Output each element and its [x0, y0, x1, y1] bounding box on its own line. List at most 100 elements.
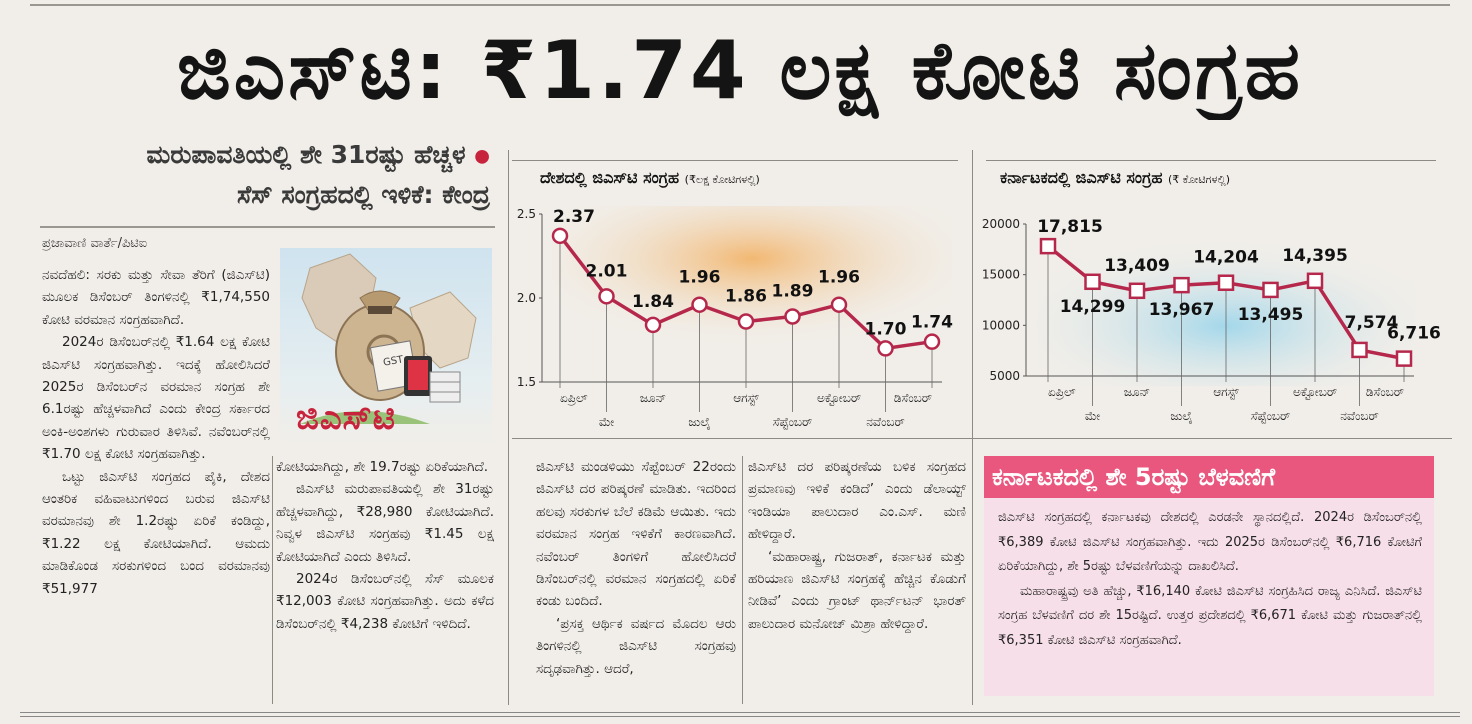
bottom-rule [20, 712, 1460, 717]
subheadline-line2: ಸೆಸ್ ಸಂಗ್ರಹದಲ್ಲಿ ಇಳಿಕೆ: ಕೇಂದ್ರ [237, 180, 490, 209]
data-point [598, 288, 615, 305]
data-label: 1.86 [725, 287, 767, 307]
paragraph: ಮಹಾರಾಷ್ಟ್ರವು ಅತಿ ಹೆಚ್ಚು, ₹16,140 ಕೋಟಿ ಜಿ… [998, 583, 1422, 648]
article-column-1: ನವದೆಹಲಿ: ಸರಕು ಮತ್ತು ಸೇವಾ ತೆರಿಗೆ (ಜಿಎಸ್‌ಟ… [42, 264, 270, 600]
data-point [1128, 282, 1146, 300]
subheadline-line1: ಮರುಪಾವತಿಯಲ್ಲಿ ಶೇ 31ರಷ್ಟು ಹೆಚ್ಚಳ ● [146, 140, 490, 169]
money-bag-icon: GST [300, 253, 477, 424]
data-point [784, 308, 801, 325]
x-tick-label: ಮೇ [1085, 409, 1101, 423]
y-tick-label: 2.5 [517, 207, 536, 221]
gst-tag-text: GST [382, 354, 405, 368]
data-label: 1.70 [865, 319, 907, 339]
data-label: 1.84 [632, 292, 674, 312]
chart1-title: ದೇಶದಲ್ಲಿ ಜಿಎಸ್‌ಟಿ ಸಂಗ್ರಹ (₹ಲಕ್ಷ ಕೋಟಿಗಳಲ್… [540, 168, 760, 187]
chart1-top-rule [512, 160, 958, 161]
x-tick-label: ಸೆಪ್ಟೆಂಬರ್ [1251, 409, 1291, 423]
column-divider [972, 150, 973, 705]
data-label: 1.74 [911, 313, 953, 333]
x-tick-label: ಏಪ್ರಿಲ್ [1048, 385, 1076, 399]
section-rule [512, 438, 1452, 439]
data-label: 1.96 [818, 268, 860, 288]
data-point [1262, 281, 1279, 299]
paragraph: ಜಿಎಸ್‌ಟಿ ಸಂಗ್ರಹದಲ್ಲಿ ಕರ್ನಾಟಕವು ದೇಶದಲ್ಲಿ … [998, 510, 1422, 574]
data-point [923, 333, 941, 350]
x-tick-label: ಮೇ [599, 415, 615, 429]
karnataka-info-box: ಕರ್ನಾಟಕದಲ್ಲಿ ಶೇ 5ರಷ್ಟು ಬೆಳವಣಿಗೆ ಜಿಎಸ್‌ಟಿ… [984, 456, 1434, 696]
paragraph: ಜಿಎಸ್‌ಟಿ ಮರುಪಾವತಿಯಲ್ಲಿ ಶೇ 31ರಷ್ಟು ಹೆಚ್ಚಳ… [276, 481, 494, 565]
paragraph: ನವದೆಹಲಿ: ಸರಕು ಮತ್ತು ಸೇವಾ ತೆರಿಗೆ (ಜಿಎಸ್‌ಟ… [42, 267, 270, 328]
data-label: 13,495 [1238, 305, 1304, 325]
column-divider [508, 150, 509, 705]
x-tick-label: ಜುಲೈ [1170, 409, 1192, 424]
bullet-icon: ● [474, 145, 490, 167]
subheadline-rule [40, 226, 495, 228]
top-rule [30, 4, 1450, 6]
gst-overlay-text: ಜಿಎಸ್‌ಟಿ [296, 398, 396, 438]
column-divider [272, 456, 273, 704]
data-point [1217, 274, 1235, 291]
article-column-4: ಜಿಎಸ್‌ಟಿ ದರ ಪರಿಷ್ಕರಣೆಯ ಬಳಿಕ ಸಂಗ್ರಹದ ಪ್ರಮ… [748, 456, 966, 635]
chart2-title: ಕರ್ನಾಟಕದಲ್ಲಿ ಜಿಎಸ್‌ಟಿ ಸಂಗ್ರಹ (₹ ಕೋಟಿಗಳಲ್… [1000, 168, 1231, 187]
y-tick-label: 5000 [989, 369, 1020, 383]
x-tick-label: ಡಿಸೆಂಬರ್ [1366, 385, 1404, 399]
data-label: 13,967 [1149, 300, 1215, 320]
gst-illustration: GST ಜಿಎಸ್‌ಟಿ [280, 248, 492, 444]
data-point [1039, 237, 1057, 255]
article-column-2: ಕೋಟಿಯಾಗಿದ್ದು, ಶೇ 19.7ರಷ್ಟು ಏರಿಕೆಯಾಗಿದೆ. … [276, 456, 494, 635]
byline: ಪ್ರಜಾವಾಣಿ ವಾರ್ತೆ/ಪಿಟಿಐ [42, 236, 148, 251]
data-point [1351, 341, 1368, 359]
article-column-3: ಜಿಎಸ್‌ಟಿ ಮಂಡಳಿಯು ಸೆಪ್ಟೆಂಬರ್ 22ರಂದು ಜಿಎಸ್… [536, 456, 736, 680]
data-point [737, 313, 755, 330]
data-label: 14,395 [1282, 246, 1348, 266]
y-tick-label: 2.0 [517, 291, 536, 305]
data-label: 2.01 [586, 261, 628, 281]
headline: ಜಿಎಸ್‌ಟಿ: ₹1.74 ಲಕ್ಷ ಕೋಟಿ ಸಂಗ್ರಹ [177, 24, 1303, 117]
data-label: 17,815 [1037, 217, 1103, 237]
paragraph: 2024ರ ಡಿಸೆಂಬರ್‌ನಲ್ಲಿ ಸೆಸ್ ಮೂಲಕ ₹12,003 ಕ… [276, 571, 494, 632]
data-point [1173, 276, 1190, 294]
y-tick-label: 15000 [982, 268, 1020, 282]
y-tick-label: 1.5 [517, 375, 536, 389]
data-point [877, 340, 894, 357]
data-label: 14,299 [1060, 297, 1126, 317]
x-tick-label: ಸೆಪ್ಟೆಂಬರ್ [773, 415, 813, 429]
data-point [1084, 273, 1101, 291]
data-point [830, 296, 848, 313]
x-tick-label: ಡಿಸೆಂಬರ್ [894, 391, 932, 405]
data-point [644, 316, 662, 334]
box-title: ಕರ್ನಾಟಕದಲ್ಲಿ ಶೇ 5ರಷ್ಟು ಬೆಳವಣಿಗೆ [984, 456, 1434, 498]
x-tick-label: ಅಕ್ಟೋಬರ್ [817, 391, 861, 405]
paragraph: 2024ರ ಡಿಸೆಂಬರ್‌ನಲ್ಲಿ ₹1.64 ಲಕ್ಷ ಕೋಟಿ ಜಿಎ… [42, 334, 270, 463]
x-tick-label: ಏಪ್ರಿಲ್ [560, 391, 588, 405]
karnataka-gst-chart: 5000 10000 15000 20000 ಏಪ್ರಿಲ್ ಮೇ ಜೂನ್ ಜುಲೈ ಆಗಸ್… [982, 217, 1441, 424]
data-point [551, 227, 569, 245]
x-tick-label: ನವೆಂಬರ್ [1340, 409, 1379, 423]
data-label: 14,204 [1193, 248, 1259, 268]
paragraph: ಒಟ್ಟು ಜಿಎಸ್‌ಟಿ ಸಂಗ್ರಹದ ಪೈಕಿ, ದೇಶದ ಆಂತರಿಕ… [42, 468, 270, 597]
data-point [1306, 272, 1324, 290]
chart2-top-rule [986, 160, 1436, 161]
column-divider [742, 456, 743, 704]
x-tick-label: ಆಗಸ್ಟ್ [733, 391, 759, 405]
x-tick-label: ನವೆಂಬರ್ [866, 415, 905, 429]
data-label: 2.37 [553, 207, 595, 227]
data-label: 6,716 [1387, 324, 1441, 344]
paragraph: ‘ಪ್ರಸಕ್ತ ಆರ್ಥಿಕ ವರ್ಷದ ಮೊದಲ ಆರು ತಿಂಗಳಿನಲ್… [536, 615, 736, 677]
paragraph: ಜಿಎಸ್‌ಟಿ ದರ ಪರಿಷ್ಕರಣೆಯ ಬಳಿಕ ಸಂಗ್ರಹದ ಪ್ರಮ… [748, 459, 966, 543]
y-tick-label: 20000 [982, 217, 1020, 231]
x-tick-label: ಜೂನ್ [1124, 385, 1150, 399]
paragraph: ‘ಮಹಾರಾಷ್ಟ್ರ, ಗುಜರಾತ್, ಕರ್ನಾಟಕ ಮತ್ತು ಹರಿಯ… [748, 548, 966, 632]
india-gst-chart: 1.5 2.0 2.5 ಏಪ್ರಿಲ್ ಮೇ ಜೂನ್ ಜುಲೈ ಆಗಸ್ಟ್ ಸೆಪ್ಟೆಂಬ… [517, 206, 953, 430]
paragraph: ಜಿಎಸ್‌ಟಿ ಮಂಡಳಿಯು ಸೆಪ್ಟೆಂಬರ್ 22ರಂದು ಜಿಎಸ್… [536, 459, 736, 610]
paragraph: ಕೋಟಿಯಾಗಿದ್ದು, ಶೇ 19.7ರಷ್ಟು ಏರಿಕೆಯಾಗಿದೆ. [276, 459, 489, 475]
data-label: 1.89 [772, 281, 814, 301]
data-label: 13,409 [1104, 256, 1170, 276]
x-tick-label: ಅಕ್ಟೋಬರ್ [1293, 385, 1337, 399]
data-point [691, 296, 708, 313]
x-tick-label: ಜುಲೈ [688, 415, 710, 430]
data-label: 7,574 [1345, 313, 1399, 333]
x-tick-label: ಜೂನ್ [640, 391, 666, 405]
box-body: ಜಿಎಸ್‌ಟಿ ಸಂಗ್ರಹದಲ್ಲಿ ಕರ್ನಾಟಕವು ದೇಶದಲ್ಲಿ … [998, 506, 1422, 653]
data-point [1395, 350, 1413, 367]
